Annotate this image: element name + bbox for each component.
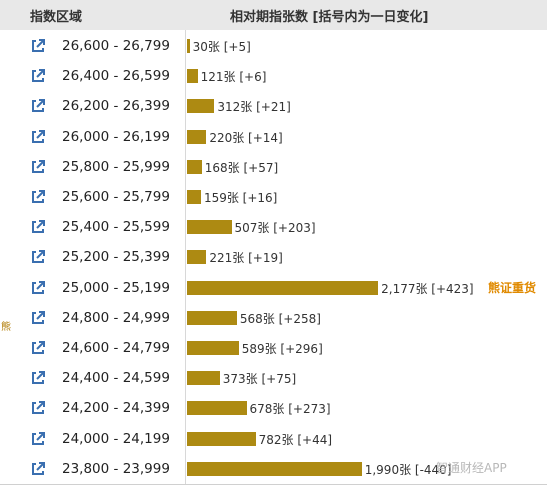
external-link-icon[interactable] — [30, 400, 46, 416]
count-label: 373张 [+75] — [222, 372, 297, 387]
count-bar — [187, 250, 207, 265]
count-bar — [187, 39, 190, 53]
count-label: 221张 [+19] — [209, 251, 283, 266]
row-range: 24,600 - 24,799 — [62, 340, 170, 356]
table-row: 25,000 - 25,199 2,177张 [+423] 熊证重货 — [0, 273, 547, 303]
count-label: 782张 [+44] — [258, 432, 333, 447]
table-row: 23,800 - 23,999 1,990张 [-440] — [0, 454, 547, 484]
side-label: 熊 — [1, 322, 11, 333]
external-link-icon[interactable] — [30, 249, 46, 265]
count-label: 678张 [+273] — [249, 402, 331, 417]
row-range: 23,800 - 23,999 — [62, 460, 170, 477]
count-bar — [187, 431, 256, 446]
row-range: 24,800 - 24,999 — [62, 309, 170, 326]
table-row: 25,400 - 25,599 507张 [+203] — [0, 212, 547, 242]
table-row: 24,200 - 24,399 678张 [+273] — [0, 393, 547, 423]
external-link-icon[interactable] — [30, 38, 46, 54]
table-header: 指数区域 相对期指张数 [括号内为一日变化] — [0, 0, 547, 30]
row-range: 25,000 - 25,199 — [62, 279, 170, 296]
count-bar — [187, 69, 198, 84]
count-label: 168张 [+57] — [204, 160, 279, 175]
row-range: 24,200 - 24,399 — [62, 400, 170, 417]
count-bar — [187, 371, 220, 386]
table-row: 25,600 - 25,799 159张 [+16] — [0, 182, 547, 212]
count-bar — [187, 341, 239, 355]
count-label: 220张 [+14] — [209, 130, 283, 145]
count-label: 2,177张 [+423] — [381, 281, 474, 296]
external-link-icon[interactable] — [30, 189, 46, 205]
watermark: 智通财经APP — [436, 461, 507, 475]
table-row: 26,000 - 26,199 220张 [+14] — [0, 122, 547, 152]
count-bar — [187, 461, 362, 476]
row-range: 25,200 - 25,399 — [62, 249, 170, 266]
external-link-icon[interactable] — [30, 129, 46, 145]
count-label: 312张 [+21] — [217, 100, 291, 115]
header-region-label: 指数区域 — [30, 10, 83, 25]
count-label: 1,990张 [-440] — [364, 462, 452, 477]
external-link-icon[interactable] — [30, 280, 46, 296]
table-row: 24,800 - 24,999 568张 [+258] — [0, 303, 547, 333]
row-range: 24,000 - 24,199 — [62, 430, 170, 447]
external-link-icon[interactable] — [30, 340, 46, 356]
count-bar — [187, 159, 202, 174]
table-row: 26,200 - 26,399 312张 [+21] — [0, 91, 547, 121]
external-link-icon[interactable] — [30, 68, 46, 84]
table-row: 24,600 - 24,799 589张 [+296] — [0, 333, 547, 363]
count-bar — [187, 99, 215, 114]
row-range: 25,600 - 25,799 — [62, 189, 170, 205]
external-link-icon[interactable] — [30, 98, 46, 114]
external-link-icon[interactable] — [30, 310, 46, 326]
count-bar — [187, 190, 201, 204]
count-label: 121张 [+6] — [200, 70, 267, 85]
column-divider — [185, 30, 186, 485]
header-count-label: 相对期指张数 [括号内为一日变化] — [230, 10, 429, 25]
row-range: 24,400 - 24,599 — [62, 370, 170, 387]
table-row: 26,400 - 26,599 121张 [+6] — [0, 61, 547, 91]
table-row: 25,800 - 25,999 168张 [+57] — [0, 152, 547, 182]
count-bar — [187, 401, 247, 416]
count-label: 589张 [+296] — [241, 342, 323, 356]
external-link-icon[interactable] — [30, 219, 46, 235]
count-bar — [187, 310, 237, 325]
count-label: 30张 [+5] — [192, 40, 251, 54]
row-tag: 熊证重货 — [488, 280, 537, 295]
external-link-icon[interactable] — [30, 461, 46, 477]
count-bar — [187, 129, 207, 144]
external-link-icon[interactable] — [30, 370, 46, 386]
external-link-icon[interactable] — [30, 159, 46, 175]
table-row: 24,000 - 24,199 782张 [+44] — [0, 424, 547, 454]
count-label: 507张 [+203] — [234, 221, 316, 236]
table-row: 24,400 - 24,599 373张 [+75] — [0, 363, 547, 393]
row-range: 26,000 - 26,199 — [62, 128, 170, 145]
row-range: 26,200 - 26,399 — [62, 98, 170, 115]
table-row: 26,600 - 26,799 30张 [+5] — [0, 31, 547, 61]
row-range: 26,400 - 26,599 — [62, 68, 170, 85]
row-range: 25,800 - 25,999 — [62, 158, 170, 175]
count-label: 568张 [+258] — [239, 311, 321, 326]
count-bar — [187, 220, 232, 235]
row-range: 25,400 - 25,599 — [62, 219, 170, 236]
count-label: 159张 [+16] — [203, 191, 278, 205]
count-bar — [187, 280, 379, 295]
row-range: 26,600 - 26,799 — [62, 38, 170, 54]
table-row: 25,200 - 25,399 221张 [+19] — [0, 242, 547, 272]
external-link-icon[interactable] — [30, 431, 46, 447]
